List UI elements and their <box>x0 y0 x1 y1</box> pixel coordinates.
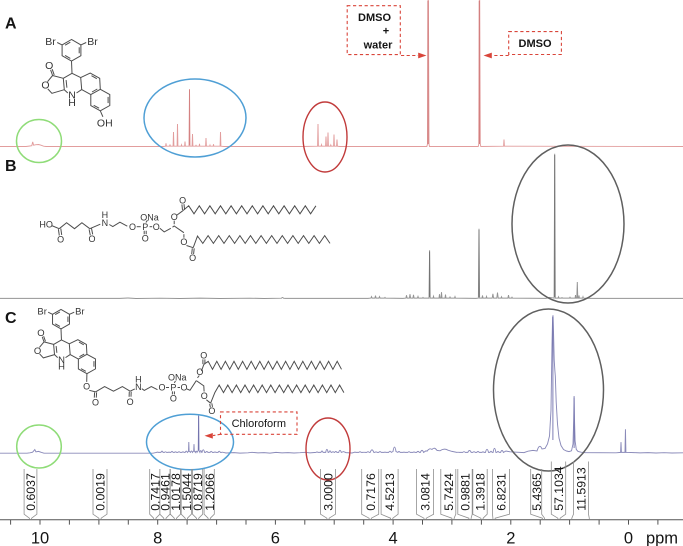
svg-text:O: O <box>37 328 44 339</box>
svg-text:6.8231: 6.8231 <box>495 473 509 511</box>
svg-text:5.4365: 5.4365 <box>530 473 544 511</box>
svg-text:1.3918: 1.3918 <box>474 473 488 511</box>
svg-text:ONa: ONa <box>140 212 159 222</box>
svg-text:5.7424: 5.7424 <box>442 473 456 511</box>
svg-text:B: B <box>5 158 17 175</box>
svg-text:P: P <box>142 222 148 232</box>
svg-text:0.9461: 0.9461 <box>159 473 173 511</box>
svg-text:6: 6 <box>271 530 280 546</box>
svg-text:1.2066: 1.2066 <box>203 473 217 511</box>
svg-text:ppm: ppm <box>646 530 678 546</box>
svg-text:0.0019: 0.0019 <box>94 473 108 511</box>
svg-text:Br: Br <box>37 307 46 318</box>
svg-text:O: O <box>142 233 149 243</box>
svg-text:0.6037: 0.6037 <box>24 473 38 511</box>
svg-text:O: O <box>208 406 215 416</box>
svg-text:N: N <box>58 355 65 366</box>
svg-text:11.5913: 11.5913 <box>575 467 589 511</box>
svg-text:O: O <box>83 382 90 392</box>
svg-text:O: O <box>127 397 134 407</box>
svg-text:DMSO: DMSO <box>358 12 391 24</box>
svg-text:O: O <box>34 346 41 357</box>
svg-text:O: O <box>180 237 187 247</box>
svg-text:H: H <box>68 97 76 109</box>
svg-text:H: H <box>102 210 109 220</box>
svg-text:Chloroform: Chloroform <box>232 418 286 430</box>
svg-text:DMSO: DMSO <box>519 38 552 50</box>
svg-text:H: H <box>58 362 65 373</box>
svg-text:0.7417: 0.7417 <box>148 473 162 511</box>
svg-text:1.0178: 1.0178 <box>169 473 183 511</box>
svg-text:O: O <box>129 222 136 232</box>
svg-text:O: O <box>171 212 178 222</box>
svg-text:Br: Br <box>45 36 56 48</box>
svg-text:+: + <box>383 25 389 37</box>
svg-text:C: C <box>5 310 17 327</box>
svg-text:0.8719: 0.8719 <box>191 473 205 511</box>
svg-text:O: O <box>88 234 95 244</box>
svg-text:O: O <box>170 394 177 404</box>
svg-text:8: 8 <box>153 530 162 546</box>
svg-text:4: 4 <box>389 530 398 546</box>
svg-text:HO: HO <box>39 219 53 229</box>
svg-text:N: N <box>68 90 76 102</box>
svg-text:3.0000: 3.0000 <box>322 473 336 511</box>
svg-text:2: 2 <box>506 530 515 546</box>
svg-text:water: water <box>363 39 393 51</box>
svg-text:A: A <box>5 16 17 33</box>
svg-text:10: 10 <box>31 530 49 546</box>
svg-text:O: O <box>200 350 207 360</box>
svg-text:O: O <box>41 80 49 92</box>
svg-text:0.9881: 0.9881 <box>459 473 473 511</box>
svg-text:4.5213: 4.5213 <box>383 473 397 511</box>
svg-text:Br: Br <box>75 307 84 318</box>
svg-text:O: O <box>57 234 64 244</box>
svg-text:O: O <box>180 383 187 393</box>
svg-text:N: N <box>102 218 109 228</box>
svg-text:O: O <box>45 60 53 72</box>
svg-text:1.5044: 1.5044 <box>180 473 194 511</box>
svg-text:57.1034: 57.1034 <box>552 466 566 511</box>
svg-text:O: O <box>201 391 208 401</box>
svg-text:O: O <box>189 253 196 263</box>
svg-text:N: N <box>135 382 142 392</box>
svg-text:O: O <box>92 398 99 408</box>
svg-text:H: H <box>135 375 142 385</box>
svg-text:0.7176: 0.7176 <box>364 473 378 511</box>
svg-text:O: O <box>158 383 165 393</box>
svg-text:3.0814: 3.0814 <box>419 473 433 511</box>
svg-text:0: 0 <box>624 530 633 546</box>
svg-text:P: P <box>170 383 176 393</box>
svg-text:Br: Br <box>87 36 98 48</box>
svg-text:O: O <box>153 222 160 232</box>
svg-text:OH: OH <box>97 117 113 129</box>
svg-text:O: O <box>196 367 203 377</box>
svg-text:O: O <box>179 196 186 206</box>
svg-text:ONa: ONa <box>168 373 187 383</box>
